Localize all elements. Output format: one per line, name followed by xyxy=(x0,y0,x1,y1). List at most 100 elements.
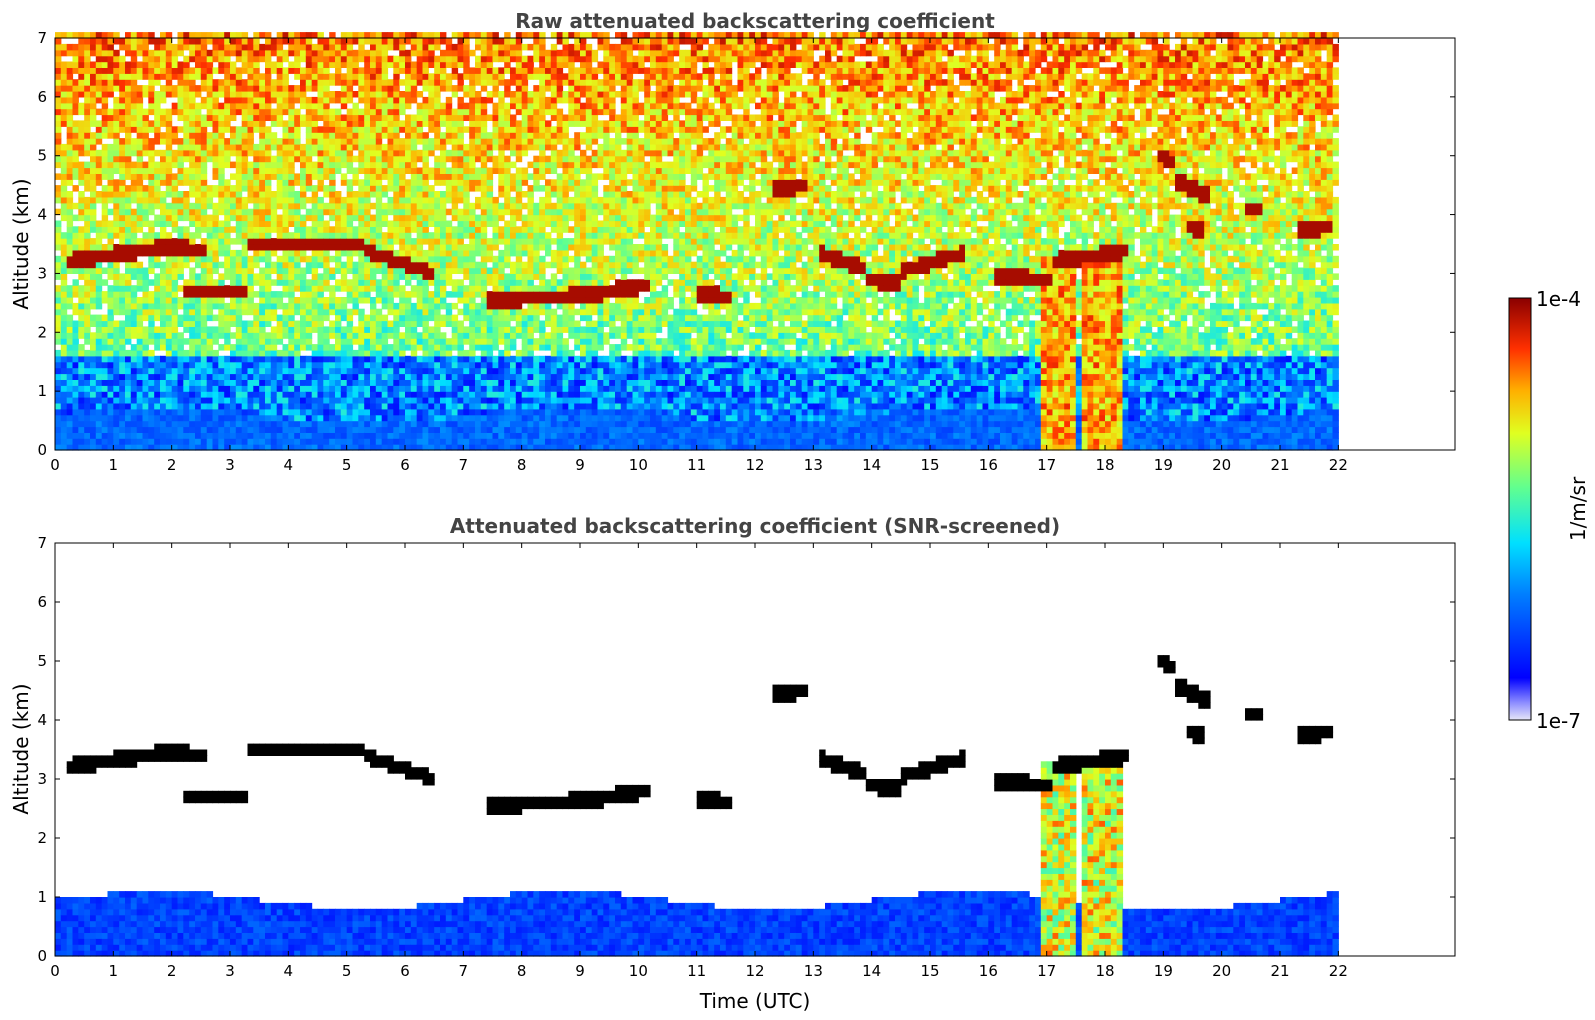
heatmap-cell xyxy=(154,421,160,428)
heatmap-cell xyxy=(207,79,213,86)
heatmap-cell xyxy=(90,38,96,45)
heatmap-cell xyxy=(78,273,84,280)
heatmap-cell xyxy=(113,150,119,157)
heatmap-cell xyxy=(55,397,61,404)
heatmap-cell xyxy=(113,250,119,257)
heatmap-cell xyxy=(160,421,166,428)
heatmap-cell xyxy=(230,315,236,322)
heatmap-cell xyxy=(125,379,131,386)
heatmap-cell xyxy=(131,73,137,80)
heatmap-cell xyxy=(265,132,271,139)
heatmap-cell xyxy=(148,103,154,110)
heatmap-cell xyxy=(160,297,166,304)
heatmap-cell xyxy=(248,403,254,410)
heatmap-cell xyxy=(259,85,265,92)
heatmap-cell xyxy=(102,403,108,410)
heatmap-cell xyxy=(288,244,294,251)
heatmap-cell xyxy=(259,432,265,439)
heatmap-cell xyxy=(113,115,119,122)
heatmap-cell xyxy=(236,326,242,333)
heatmap-cell xyxy=(283,321,289,328)
heatmap-cell xyxy=(67,315,73,322)
heatmap-cell xyxy=(61,374,67,381)
heatmap-cell xyxy=(154,273,160,280)
heatmap-cell xyxy=(265,421,271,428)
heatmap-cell xyxy=(213,291,219,298)
heatmap-cell xyxy=(201,156,207,163)
heatmap-cell xyxy=(195,73,201,80)
heatmap-cell xyxy=(78,144,84,151)
heatmap-cell xyxy=(294,368,300,375)
heatmap-cell xyxy=(195,197,201,204)
heatmap-cell xyxy=(154,256,160,262)
heatmap-cell xyxy=(201,350,207,357)
heatmap-cell xyxy=(96,238,102,245)
heatmap-cell xyxy=(294,326,300,333)
heatmap-cell xyxy=(172,321,178,328)
heatmap-cell xyxy=(236,150,242,157)
heatmap-cell xyxy=(172,197,178,204)
heatmap-cell xyxy=(125,415,131,422)
heatmap-cell xyxy=(271,156,277,163)
heatmap-cell xyxy=(61,403,67,410)
heatmap-cell xyxy=(253,115,259,122)
heatmap-cell xyxy=(108,79,114,86)
heatmap-cell xyxy=(248,291,254,298)
heatmap-cell xyxy=(271,197,277,204)
heatmap-cell xyxy=(306,279,312,286)
heatmap-cell xyxy=(78,38,84,45)
heatmap-cell xyxy=(283,79,289,86)
heatmap-cell xyxy=(73,109,79,116)
heatmap-cell xyxy=(195,256,201,262)
heatmap-cell xyxy=(113,126,119,133)
heatmap-cell xyxy=(160,321,166,328)
heatmap-cell xyxy=(248,427,254,434)
heatmap-cell xyxy=(201,44,207,51)
heatmap-cell xyxy=(230,362,236,369)
heatmap-cell xyxy=(224,356,230,363)
heatmap-cell xyxy=(294,50,300,57)
heatmap-cell xyxy=(242,168,248,175)
heatmap-cell xyxy=(113,291,119,298)
heatmap-cell xyxy=(67,226,73,233)
heatmap-cell xyxy=(236,50,242,57)
heatmap-cell xyxy=(207,315,213,322)
heatmap-cell xyxy=(119,56,125,63)
heatmap-cell xyxy=(154,438,160,445)
heatmap-cell xyxy=(183,338,189,345)
heatmap-cell xyxy=(67,232,73,239)
heatmap-cell xyxy=(306,321,312,328)
heatmap-cell xyxy=(178,62,184,69)
heatmap-cell xyxy=(108,303,114,310)
heatmap-cell xyxy=(131,368,137,375)
heatmap-cell xyxy=(195,50,201,57)
heatmap-cell xyxy=(78,179,84,186)
heatmap-cell xyxy=(248,168,254,175)
heatmap-cell xyxy=(84,173,90,180)
heatmap-cell xyxy=(224,338,230,345)
heatmap-cell xyxy=(143,409,149,416)
heatmap-cell xyxy=(148,38,154,45)
heatmap-cell xyxy=(61,273,67,280)
heatmap-cell xyxy=(148,109,154,116)
heatmap-cell xyxy=(67,391,73,398)
heatmap-cell xyxy=(55,132,61,139)
heatmap-cell xyxy=(183,173,189,180)
heatmap-cell xyxy=(259,150,265,157)
heatmap-cell xyxy=(84,120,90,127)
heatmap-cell xyxy=(248,415,254,422)
heatmap-cell xyxy=(78,150,84,157)
heatmap-cell xyxy=(300,409,306,416)
heatmap-cell xyxy=(207,109,213,116)
heatmap-cell xyxy=(242,215,248,222)
heatmap-cell xyxy=(131,44,137,51)
heatmap-cell xyxy=(242,432,248,439)
heatmap-cell xyxy=(154,103,160,110)
heatmap-cell xyxy=(288,362,294,369)
heatmap-cell xyxy=(67,268,73,275)
heatmap-cell xyxy=(143,126,149,133)
heatmap-cell xyxy=(242,38,248,45)
heatmap-cell xyxy=(102,374,108,381)
heatmap-cell xyxy=(242,350,248,357)
heatmap-cell xyxy=(288,279,294,286)
